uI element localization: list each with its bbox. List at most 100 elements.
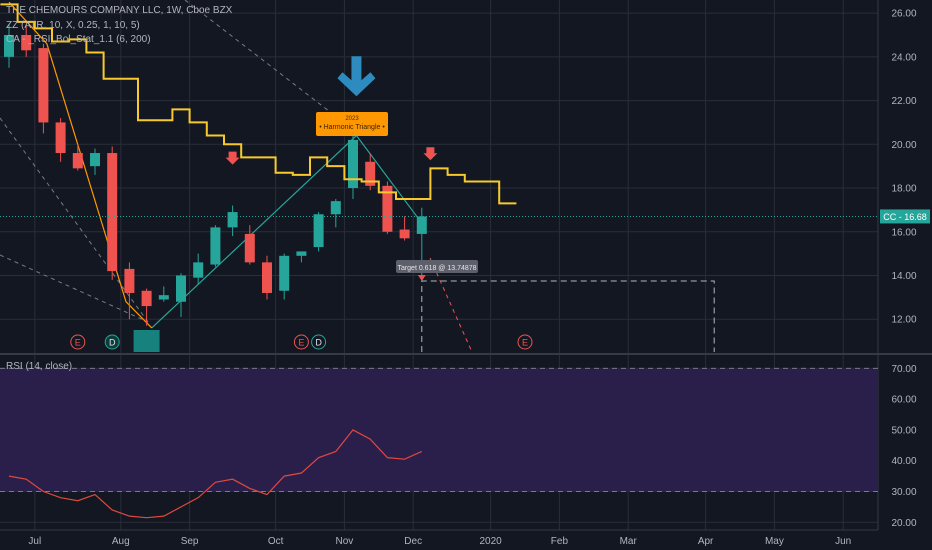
rsi-legend[interactable]: RSI (14, close)	[6, 361, 73, 372]
date-axis-label: Aug	[112, 536, 130, 547]
candle	[21, 26, 32, 57]
candle	[244, 225, 255, 265]
candle	[348, 135, 358, 199]
candle-body	[399, 229, 410, 239]
candle	[382, 181, 393, 234]
candle	[399, 216, 410, 241]
date-axis-label: 2020	[479, 536, 502, 547]
sell-arrow-icon	[225, 151, 240, 165]
date-axis-label: Jun	[835, 536, 851, 547]
earnings-event-icon[interactable]: E	[70, 334, 86, 350]
event-letter: E	[75, 338, 81, 348]
harmonic-label-box	[316, 112, 388, 136]
candle-body	[227, 212, 238, 228]
candle-body	[141, 290, 152, 307]
candle	[4, 24, 14, 68]
candle	[158, 286, 169, 302]
date-axis-label: Mar	[620, 536, 638, 547]
target-label: Target 0.618 @ 13.74878	[397, 265, 476, 272]
candle-body	[244, 233, 255, 263]
earnings-event-icon[interactable]: E	[293, 334, 309, 350]
price-axis-label: 20.00	[891, 140, 916, 151]
candle	[296, 251, 307, 263]
candle-body	[4, 34, 14, 57]
dashed-target-line	[429, 257, 473, 353]
price-axis-label: 26.00	[891, 9, 916, 20]
candle	[279, 253, 290, 300]
candle	[210, 225, 221, 267]
candle	[365, 153, 376, 191]
candle-body	[210, 227, 221, 265]
harmonic-pattern-label: • Harmonic Triangle •	[319, 124, 385, 131]
rsi-band	[0, 368, 878, 492]
event-circle	[70, 334, 86, 350]
date-axis-label: Dec	[404, 536, 422, 547]
candle-body	[279, 255, 290, 291]
price-axis-label: 16.00	[891, 227, 916, 238]
symbol-legend[interactable]: THE CHEMOURS COMPANY LLC, 1W, Cboe BZX	[6, 5, 233, 16]
earnings-event-icon[interactable]: E	[517, 334, 533, 350]
candle	[313, 212, 324, 252]
target-marker-icon	[417, 274, 426, 281]
candle-body	[72, 153, 83, 169]
candle-body	[107, 153, 118, 272]
price-axis-label: 12.00	[891, 315, 916, 326]
rsi-axis-label: 30.00	[891, 487, 916, 498]
candles	[4, 24, 427, 326]
candle-body	[382, 185, 393, 232]
dividend-event-icon[interactable]: D	[311, 334, 327, 350]
candle-body	[330, 201, 341, 215]
candle-body	[55, 122, 66, 154]
dividend-event-icon[interactable]: D	[104, 334, 120, 350]
candle-body	[124, 268, 135, 293]
date-axis-label: May	[765, 536, 784, 547]
dividend-highlight-box	[133, 330, 160, 352]
candle-body	[158, 295, 169, 300]
candle-body	[90, 153, 100, 167]
candle	[141, 288, 152, 326]
candle	[72, 144, 83, 171]
candle-body	[193, 262, 204, 278]
date-axis-label: Apr	[698, 536, 714, 547]
date-axis-label: Feb	[551, 536, 569, 547]
candle-body	[296, 251, 307, 256]
harmonic-year-label: 2023	[345, 116, 359, 122]
event-letter: D	[315, 338, 322, 348]
candle	[55, 118, 66, 162]
candle-body	[176, 275, 186, 302]
zigzag-indicator-legend[interactable]: ZZ (ATR, 10, X, 0.25, 1, 10, 5)	[6, 20, 140, 31]
ca-stair-line	[0, 3, 517, 205]
dashed-trendline	[0, 117, 149, 323]
price-axis-label: 24.00	[891, 52, 916, 63]
zigzag-line	[8, 1, 153, 329]
candle	[227, 205, 238, 237]
rsi-axis-label: 20.00	[891, 518, 916, 529]
rsi-axis-label: 70.00	[891, 364, 916, 375]
candle-body	[348, 139, 358, 189]
date-axis-label: Sep	[181, 536, 199, 547]
date-axis-label: Nov	[336, 536, 354, 547]
ca-indicator-legend[interactable]: CA - _RSI_Bol_Stat_1.1 (6, 200)	[6, 34, 151, 45]
last-price-tag-label: CC - 16.68	[883, 212, 927, 222]
rsi-line	[8, 429, 423, 519]
last-price-tag	[880, 209, 930, 224]
candle	[330, 198, 341, 228]
date-axis-label: Oct	[268, 536, 284, 547]
rsi-axis-label: 60.00	[891, 395, 916, 406]
target-label-box	[396, 259, 478, 273]
event-letter: E	[522, 338, 528, 348]
rsi-axis-label: 40.00	[891, 456, 916, 467]
candle	[193, 253, 204, 285]
rsi-axis-label: 50.00	[891, 425, 916, 436]
candle	[90, 148, 100, 175]
candle	[107, 146, 118, 280]
sell-arrow-icon	[423, 147, 438, 161]
price-axis-label: 22.00	[891, 96, 916, 107]
event-letter: E	[298, 338, 304, 348]
candle	[176, 273, 186, 318]
candle-body	[313, 214, 324, 248]
event-circle	[104, 334, 120, 350]
candle-body	[38, 48, 49, 123]
event-circle	[293, 334, 309, 350]
